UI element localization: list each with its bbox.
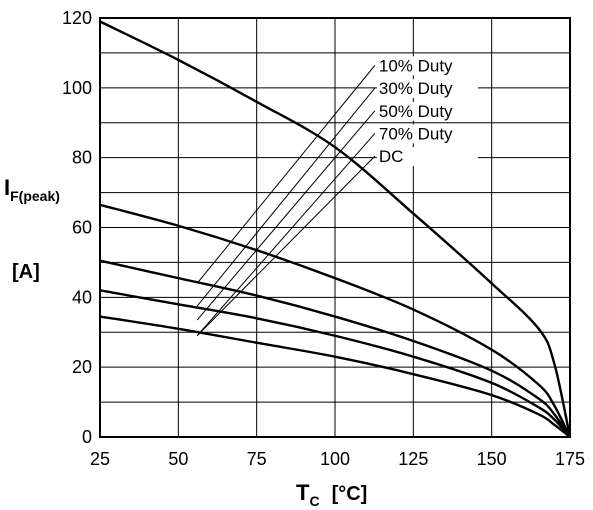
x-axis-label: TC [°C] <box>296 480 367 509</box>
y-tick-label: 0 <box>82 427 92 447</box>
legend-entry-2: 30% Duty <box>379 79 453 98</box>
series-lines <box>99 20 572 438</box>
x-tick-label: 175 <box>555 449 585 469</box>
y-tick-label: 120 <box>62 8 92 28</box>
series-line-3 <box>99 259 571 438</box>
x-tick-label: 50 <box>168 449 188 469</box>
legend-leader-line <box>196 133 376 337</box>
legend-leader-line <box>196 110 376 321</box>
legend-label-background <box>376 56 478 76</box>
legend-leaders <box>196 65 376 337</box>
legend-leader-line <box>196 65 376 284</box>
legend-leader-line <box>196 155 376 337</box>
x-axis-symbol: T <box>296 480 310 505</box>
y-tick-label: 80 <box>72 148 92 168</box>
series-line-1 <box>99 20 572 438</box>
y-axis-subscript: F(peak) <box>10 188 60 204</box>
legend-label-background <box>376 79 478 99</box>
y-tick-label: 100 <box>62 78 92 98</box>
y-tick-label: 60 <box>72 218 92 238</box>
y-axis-symbol: I <box>4 175 10 200</box>
y-tick-label: 20 <box>72 357 92 377</box>
legend-label-background <box>376 124 478 144</box>
legend: 10% Duty 30% Duty 50% Duty 70% Duty DC <box>376 56 478 167</box>
x-axis-unit: [°C] <box>332 483 368 505</box>
series-line-4 <box>99 289 571 438</box>
legend-entry-4: 70% Duty <box>379 124 453 143</box>
legend-leader-line <box>196 87 376 307</box>
x-tick-label: 150 <box>477 449 507 469</box>
y-tick-label: 40 <box>72 287 92 307</box>
y-tick-labels: 0 20 40 60 80 100 120 <box>62 8 92 447</box>
legend-label-background <box>376 101 478 121</box>
x-tick-label: 100 <box>320 449 350 469</box>
x-tick-labels: 25 50 75 100 125 150 175 <box>90 449 585 469</box>
legend-label-background <box>376 147 478 167</box>
legend-entry-5: DC <box>379 147 404 166</box>
series-line-5 <box>99 315 571 438</box>
x-tick-label: 75 <box>247 449 267 469</box>
x-tick-label: 25 <box>90 449 110 469</box>
y-axis-label: IF(peak) <box>4 175 60 204</box>
legend-entry-1: 10% Duty <box>379 56 453 75</box>
x-tick-label: 125 <box>398 449 428 469</box>
x-axis-subscript: C <box>309 493 319 509</box>
plot-frame <box>99 17 571 438</box>
y-axis-unit: [A] <box>12 261 40 283</box>
legend-entry-3: 50% Duty <box>379 102 453 121</box>
series-line-2 <box>99 203 572 438</box>
